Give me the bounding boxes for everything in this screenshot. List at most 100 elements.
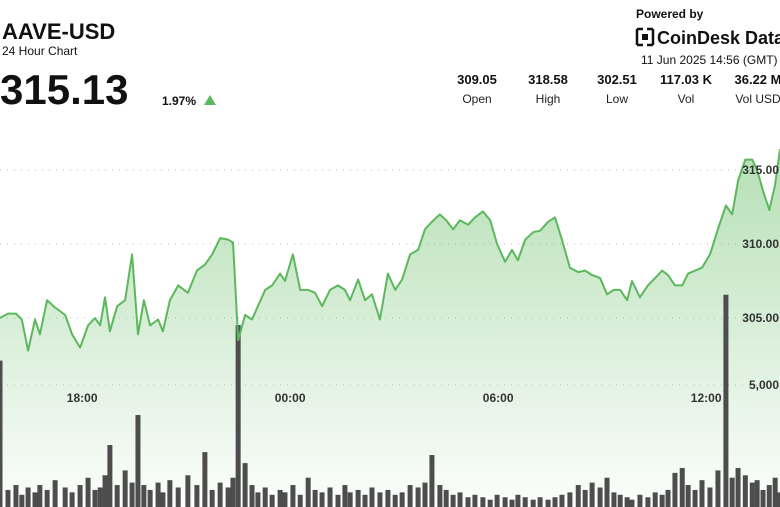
up-arrow xyxy=(204,95,216,105)
volume-bar xyxy=(665,489,671,507)
stat-label: Vol USD xyxy=(735,92,780,106)
volume-bar xyxy=(305,477,311,507)
volume-bar xyxy=(672,472,678,507)
volume-bar xyxy=(297,494,303,507)
volume-bar xyxy=(472,494,478,507)
volume-bar xyxy=(522,497,528,507)
volume-bar xyxy=(319,492,325,507)
volume-bar xyxy=(429,455,435,507)
price-area xyxy=(0,149,780,507)
volume-bar xyxy=(175,487,181,507)
volume-bar xyxy=(629,499,635,507)
volume-bar xyxy=(692,489,698,507)
stat-value: 309.05 xyxy=(457,72,497,87)
volume-bar xyxy=(97,487,103,507)
volume-bar xyxy=(202,452,208,507)
volume-bar xyxy=(652,492,658,507)
volume-bar xyxy=(480,497,486,507)
stat-label: Low xyxy=(606,92,628,106)
volume-bar xyxy=(645,497,651,507)
volume-bar xyxy=(225,487,231,507)
x-tick-label: 12:00 xyxy=(691,391,722,405)
volume-bar xyxy=(129,482,135,507)
volume-bar xyxy=(777,492,780,507)
volume-bar xyxy=(25,487,31,507)
stat-value: 302.51 xyxy=(597,72,637,87)
volume-bar xyxy=(582,489,588,507)
volume-bar xyxy=(185,475,191,507)
volume-bar xyxy=(217,482,223,507)
x-tick-label: 00:00 xyxy=(275,391,306,405)
volume-bar xyxy=(457,492,463,507)
volume-bar xyxy=(707,487,713,507)
volume-bar xyxy=(624,497,630,507)
subtitle: 24 Hour Chart xyxy=(2,44,78,58)
volume-bar xyxy=(69,492,75,507)
x-tick-label: 18:00 xyxy=(67,391,98,405)
volume-bar xyxy=(37,485,43,507)
volume-bar xyxy=(269,494,275,507)
volume-bar xyxy=(760,489,766,507)
volume-bar xyxy=(92,489,98,507)
volume-bar xyxy=(559,494,565,507)
volume-bar xyxy=(255,492,261,507)
volume-bar xyxy=(355,489,361,507)
stat-label: Open xyxy=(462,92,491,106)
volume-bar xyxy=(407,485,413,507)
volume-bar xyxy=(437,485,443,507)
volume-bar xyxy=(249,485,255,507)
volume-bar xyxy=(342,485,348,507)
volume-bar xyxy=(715,470,721,507)
symbol: AAVE-USD xyxy=(2,19,115,44)
volume-bar xyxy=(160,492,166,507)
stat-value: 36.22 M xyxy=(735,72,780,87)
volume-bar xyxy=(637,494,643,507)
volume-bar xyxy=(312,489,318,507)
brand-logo xyxy=(635,27,655,47)
volume-bar xyxy=(13,485,19,507)
volume-bar xyxy=(685,485,691,507)
volume-bar xyxy=(399,492,405,507)
powered-by: Powered by xyxy=(636,7,704,21)
volume-bar xyxy=(742,475,748,507)
volume-bar xyxy=(552,497,558,507)
change: 1.97% xyxy=(162,94,196,108)
volume-bar xyxy=(659,494,665,507)
volume-bar xyxy=(77,485,83,507)
volume-bar xyxy=(155,482,161,507)
volume-bar xyxy=(530,499,536,507)
volume-bar xyxy=(141,485,147,507)
volume-bar xyxy=(62,487,68,507)
volume-bar xyxy=(262,487,268,507)
volume-bar xyxy=(772,477,778,507)
volume-bar xyxy=(487,499,493,507)
volume-bar xyxy=(52,480,58,507)
volume-bar xyxy=(290,485,296,507)
volume-bar xyxy=(422,482,428,507)
y-tick-label: 315.00 xyxy=(742,163,779,177)
volume-bar xyxy=(537,497,543,507)
volume-bar xyxy=(766,485,772,507)
volume-bar xyxy=(617,494,623,507)
timestamp: 11 Jun 2025 14:56 (GMT) xyxy=(641,53,778,67)
brand: CoinDesk Data xyxy=(657,28,780,48)
volume-bar xyxy=(729,477,735,507)
volume-bar xyxy=(749,482,755,507)
volume-bar xyxy=(392,494,398,507)
stat-value: 117.03 K xyxy=(660,72,713,87)
volume-bar xyxy=(385,489,391,507)
volume-bar xyxy=(209,489,215,507)
price: 315.13 xyxy=(0,66,128,113)
plot: 305.00 310.00 315.00 5,000 18:00 00:00 06:00 12… xyxy=(0,149,780,507)
volume-bar xyxy=(135,415,141,507)
y2-tick-label: 5,000 xyxy=(749,378,779,392)
volume-bar xyxy=(167,480,173,507)
volume-bar xyxy=(465,497,471,507)
volume-bar xyxy=(102,475,108,507)
x-tick-label: 06:00 xyxy=(483,391,514,405)
volume-bar xyxy=(567,492,573,507)
stat-label: High xyxy=(536,92,561,106)
volume-bar xyxy=(0,360,3,507)
volume-bar xyxy=(509,499,515,507)
